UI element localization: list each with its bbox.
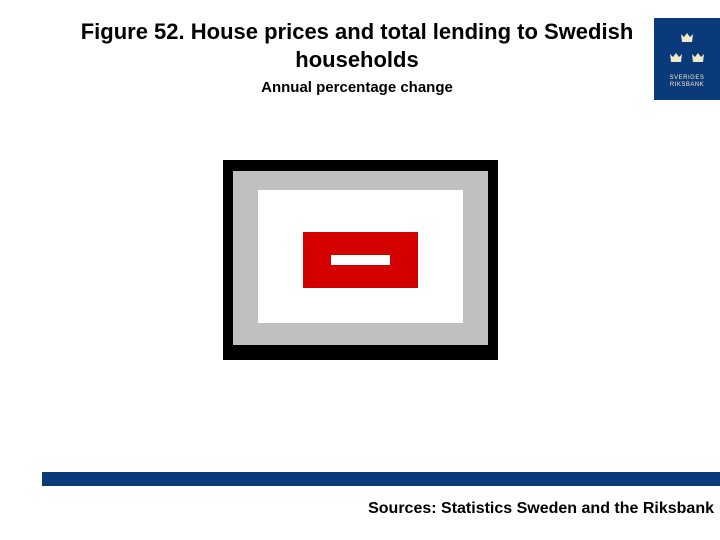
figure-subtitle: Annual percentage change	[70, 79, 644, 96]
logo-text: SVERIGES RIKSBANK	[670, 75, 705, 88]
content-area	[0, 160, 720, 360]
three-crowns-icon	[667, 29, 707, 71]
sources-text: Sources: Statistics Sweden and the Riksb…	[368, 500, 714, 518]
title-block: Figure 52. House prices and total lendin…	[0, 18, 654, 96]
footer-bar	[42, 472, 720, 486]
logo-text-line2: RIKSBANK	[670, 82, 704, 88]
logo-text-line1: SVERIGES	[670, 75, 705, 81]
broken-glyph-icon	[331, 245, 390, 255]
broken-glyph-icon	[405, 232, 418, 288]
broken-glyph-icon	[303, 275, 418, 288]
broken-glyph-icon	[316, 245, 331, 275]
broken-glyph-icon	[303, 232, 316, 288]
broken-glyph-icon	[331, 265, 390, 275]
placeholder-inner	[258, 190, 463, 323]
broken-glyph-icon	[303, 232, 418, 245]
header-row: Figure 52. House prices and total lendin…	[0, 0, 720, 100]
broken-image-placeholder	[223, 160, 498, 360]
riksbank-logo: SVERIGES RIKSBANK	[654, 18, 720, 100]
figure-title: Figure 52. House prices and total lendin…	[70, 18, 644, 73]
broken-glyph-icon	[390, 245, 405, 275]
